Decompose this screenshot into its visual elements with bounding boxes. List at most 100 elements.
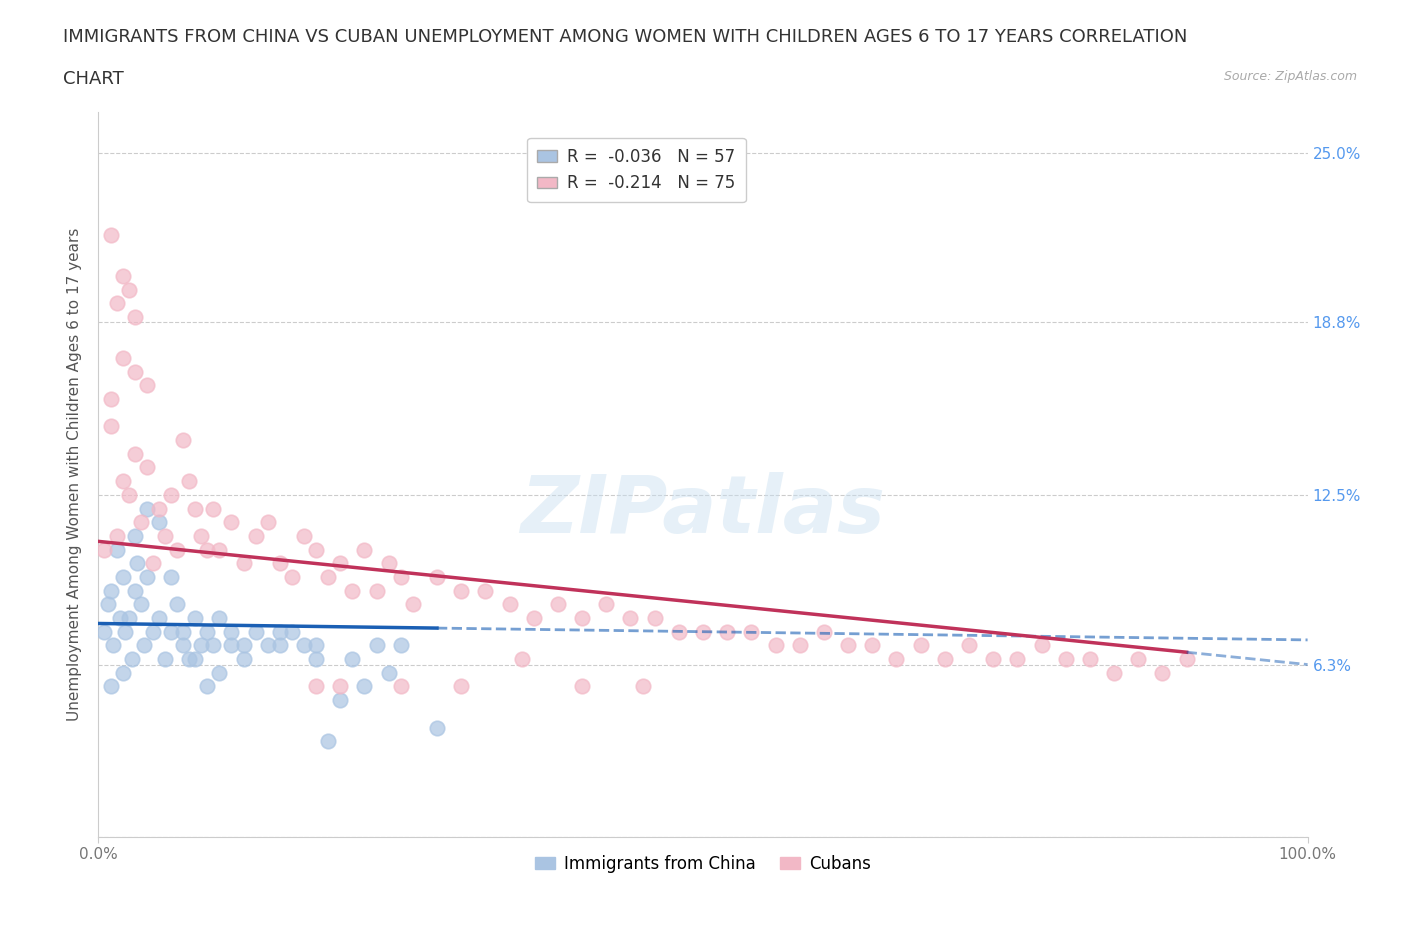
Point xyxy=(292,528,315,543)
Point xyxy=(426,720,449,735)
Point xyxy=(789,638,811,653)
Point xyxy=(111,665,134,680)
Text: CHART: CHART xyxy=(63,70,124,87)
Point xyxy=(232,638,254,653)
Point xyxy=(668,624,690,639)
Point xyxy=(134,638,156,653)
Point xyxy=(366,583,388,598)
Point xyxy=(981,652,1004,667)
Point xyxy=(269,556,291,571)
Point xyxy=(118,487,141,502)
Point xyxy=(402,597,425,612)
Point xyxy=(124,528,146,543)
Point xyxy=(245,624,267,639)
Point xyxy=(523,611,546,626)
Point xyxy=(619,611,641,626)
Point xyxy=(118,282,141,297)
Point xyxy=(190,638,212,653)
Point xyxy=(208,665,231,680)
Point xyxy=(281,624,304,639)
Point xyxy=(837,638,859,653)
Point xyxy=(172,432,194,447)
Point xyxy=(595,597,617,612)
Point xyxy=(377,665,399,680)
Point xyxy=(389,569,412,584)
Point xyxy=(957,638,980,653)
Point xyxy=(860,638,883,653)
Point xyxy=(135,460,157,475)
Point xyxy=(329,693,352,708)
Legend: Immigrants from China, Cubans: Immigrants from China, Cubans xyxy=(529,848,877,880)
Point xyxy=(135,378,157,392)
Point xyxy=(377,556,399,571)
Point xyxy=(93,542,115,557)
Point xyxy=(1007,652,1029,667)
Point xyxy=(148,611,170,626)
Point xyxy=(142,556,165,571)
Point xyxy=(450,583,472,598)
Point xyxy=(195,679,218,694)
Point xyxy=(111,351,134,365)
Point xyxy=(100,227,122,242)
Point xyxy=(127,556,149,571)
Point xyxy=(353,542,375,557)
Text: ZIPatlas: ZIPatlas xyxy=(520,472,886,550)
Point xyxy=(221,515,243,530)
Point xyxy=(179,652,201,667)
Point xyxy=(166,542,188,557)
Point xyxy=(269,638,291,653)
Point xyxy=(179,473,201,488)
Point xyxy=(366,638,388,653)
Point xyxy=(208,542,231,557)
Point xyxy=(353,679,375,694)
Point xyxy=(692,624,714,639)
Point xyxy=(571,611,593,626)
Point xyxy=(1031,638,1053,653)
Point xyxy=(100,418,122,433)
Point xyxy=(148,501,170,516)
Point xyxy=(886,652,908,667)
Point xyxy=(129,597,152,612)
Point xyxy=(195,624,218,639)
Point xyxy=(221,638,243,653)
Point xyxy=(232,556,254,571)
Point xyxy=(124,583,146,598)
Point xyxy=(129,515,152,530)
Point xyxy=(245,528,267,543)
Point xyxy=(135,501,157,516)
Point xyxy=(100,679,122,694)
Point xyxy=(111,569,134,584)
Point xyxy=(121,652,143,667)
Point xyxy=(232,652,254,667)
Point xyxy=(202,501,225,516)
Point xyxy=(256,638,278,653)
Point xyxy=(105,296,128,311)
Point xyxy=(172,624,194,639)
Point xyxy=(281,569,304,584)
Point xyxy=(934,652,956,667)
Point xyxy=(118,611,141,626)
Point xyxy=(202,638,225,653)
Point xyxy=(124,446,146,461)
Point xyxy=(124,310,146,325)
Point xyxy=(114,624,136,639)
Text: IMMIGRANTS FROM CHINA VS CUBAN UNEMPLOYMENT AMONG WOMEN WITH CHILDREN AGES 6 TO : IMMIGRANTS FROM CHINA VS CUBAN UNEMPLOYM… xyxy=(63,28,1188,46)
Point xyxy=(1054,652,1077,667)
Point xyxy=(305,652,328,667)
Point xyxy=(765,638,787,653)
Point xyxy=(510,652,533,667)
Point xyxy=(1175,652,1198,667)
Text: Source: ZipAtlas.com: Source: ZipAtlas.com xyxy=(1223,70,1357,83)
Point xyxy=(474,583,496,598)
Point xyxy=(101,638,124,653)
Point xyxy=(190,528,212,543)
Point xyxy=(450,679,472,694)
Point xyxy=(316,569,339,584)
Point xyxy=(813,624,835,639)
Point xyxy=(716,624,738,639)
Point xyxy=(329,556,352,571)
Point xyxy=(184,652,207,667)
Point xyxy=(1152,665,1174,680)
Point xyxy=(142,624,165,639)
Point xyxy=(105,542,128,557)
